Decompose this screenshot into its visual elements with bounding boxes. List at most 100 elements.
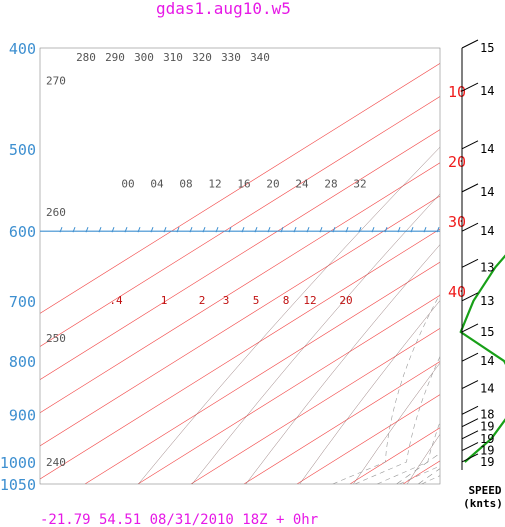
pressure-label: 500 xyxy=(9,141,36,159)
wind-barb xyxy=(461,405,479,415)
dry-adiabat-label: 260 xyxy=(46,206,66,219)
wind-speed-label: 15 xyxy=(480,325,494,339)
wind-barb xyxy=(461,323,479,333)
wind-speed-label: 19 xyxy=(480,420,494,434)
level-600-tick xyxy=(254,226,258,233)
level-600-tick xyxy=(228,226,232,233)
moist-adiabat-line xyxy=(332,293,440,484)
level-600-tick xyxy=(241,226,245,233)
moist-adiabat-label: 20 xyxy=(266,178,279,191)
moist-adiabat-label: 04 xyxy=(150,178,164,191)
level-600-tick xyxy=(150,226,154,233)
wind-speed-label: 14 xyxy=(480,185,494,199)
level-600-tick xyxy=(176,226,180,233)
wind-barb xyxy=(461,183,479,193)
level-600-tick xyxy=(124,226,128,233)
dry-adiabat-label: 290 xyxy=(105,51,125,64)
level-600-tick xyxy=(280,226,284,233)
sounding-profiles xyxy=(459,254,505,463)
wind-speed-label: 19 xyxy=(480,455,494,469)
level-600-tick xyxy=(384,226,388,233)
pressure-label: 1000 xyxy=(0,454,36,472)
dry-adiabat-line xyxy=(138,146,440,484)
wind-speed-label: 14 xyxy=(480,354,494,368)
level-600-tick xyxy=(436,226,440,233)
dewpoint-profile-line xyxy=(459,254,505,463)
isotherm-line xyxy=(137,294,440,484)
level-600-tick xyxy=(358,226,362,233)
mixing-ratio-label: 1 xyxy=(161,294,168,307)
level-600-tick xyxy=(85,226,89,233)
wind-column: 151414141413131514141819191919SPEED(knts… xyxy=(461,39,503,510)
wind-barb xyxy=(461,222,479,232)
level-600-tick xyxy=(163,226,167,233)
pressure-label: 600 xyxy=(9,223,36,241)
level-600-tick xyxy=(410,226,414,233)
wind-speed-label: 14 xyxy=(480,224,494,238)
isotherm-line xyxy=(40,96,440,347)
dry-adiabat-line xyxy=(245,244,440,484)
isotherm-line xyxy=(296,394,440,484)
dry-adiabat-label: 340 xyxy=(250,51,270,64)
grid-lines xyxy=(39,47,441,485)
wind-barb xyxy=(461,39,479,49)
level-600-tick xyxy=(306,226,310,233)
pressure-axis-labels: 400 500 600 700 800 900 1000 1050 xyxy=(0,40,36,494)
moist-adiabat-label: 32 xyxy=(353,178,366,191)
level-600-tick xyxy=(72,226,76,233)
mixing-ratio-label: .4 xyxy=(109,294,123,307)
dry-adiabat-label: 330 xyxy=(221,51,241,64)
isotherm-line xyxy=(84,261,440,484)
plot-area xyxy=(40,63,440,484)
pressure-label: 900 xyxy=(9,406,36,424)
wind-speed-label: 15 xyxy=(480,41,494,55)
mixing-ratio-label: 8 xyxy=(283,294,290,307)
level-600-tick xyxy=(137,226,141,233)
isotherm-right-label: 20 xyxy=(448,153,466,171)
wind-speed-label: 14 xyxy=(480,142,494,156)
isotherm-line xyxy=(40,63,440,314)
wind-barb xyxy=(461,140,479,150)
dry-adiabat-label: 240 xyxy=(46,456,66,469)
wind-speed-label: 14 xyxy=(480,84,494,98)
moist-adiabat-line xyxy=(354,355,440,484)
isotherm-line xyxy=(190,328,440,484)
wind-barb xyxy=(461,453,479,463)
isotherm-line xyxy=(243,361,440,484)
isotherm-line xyxy=(40,162,440,414)
level-600-tick xyxy=(371,226,375,233)
level-600-tick xyxy=(215,226,219,233)
level-600-tick xyxy=(59,226,63,233)
wind-barb xyxy=(461,418,479,428)
mixing-ratio-label: 5 xyxy=(253,294,260,307)
isotherm-line xyxy=(40,228,440,480)
plot-frame xyxy=(39,47,441,485)
level-600-tick xyxy=(332,226,336,233)
wind-speed-label: 19 xyxy=(480,432,494,446)
isotherm-right-label: 30 xyxy=(448,213,466,231)
mixing-ratio-label: 12 xyxy=(303,294,316,307)
moist-adiabat-label: 12 xyxy=(208,178,221,191)
dry-adiabat-label: 320 xyxy=(192,51,212,64)
speed-label: SPEED xyxy=(468,484,501,497)
dry-adiabat-line xyxy=(192,193,440,484)
moist-adiabat-label: 28 xyxy=(324,178,337,191)
level-600-tick xyxy=(293,226,297,233)
level-600-tick xyxy=(189,226,193,233)
moist-adiabat-label: 16 xyxy=(237,178,250,191)
moist-adiabat-line xyxy=(377,421,440,484)
wind-speed-label: 13 xyxy=(480,260,494,274)
isotherm-line xyxy=(40,129,440,380)
level-600-tick xyxy=(267,226,271,233)
isotherm-right-label: 40 xyxy=(448,283,466,301)
moist-adiabat-label: 00 xyxy=(121,178,134,191)
dry-adiabat-label: 310 xyxy=(163,51,183,64)
wind-barb xyxy=(461,380,479,389)
isotherm-line xyxy=(40,195,440,447)
level-600-tick xyxy=(202,226,206,233)
mixing-ratio-label: 2 xyxy=(199,294,206,307)
wind-barb xyxy=(461,292,479,302)
dry-adiabat-label: 280 xyxy=(76,51,96,64)
dry-adiabat-label: 300 xyxy=(134,51,154,64)
